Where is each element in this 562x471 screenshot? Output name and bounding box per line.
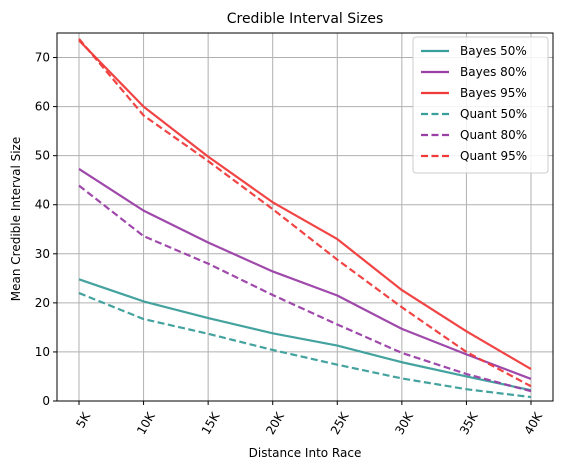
legend-label: Bayes 95% xyxy=(460,86,527,100)
legend: Bayes 50% Bayes 80% Bayes 95% Quant 50% Quan… xyxy=(412,36,549,174)
legend-label: Quant 80% xyxy=(460,128,527,142)
y-tick-label: 70 xyxy=(35,51,50,65)
y-tick-label: 10 xyxy=(35,345,50,359)
series-line-bayes-95 xyxy=(78,39,532,371)
x-tick-label: 10K xyxy=(134,409,158,437)
x-tick-label: 15K xyxy=(199,409,223,437)
x-tick-label: 35K xyxy=(457,409,481,437)
legend-label: Quant 95% xyxy=(460,149,527,163)
series-line-quant-80 xyxy=(78,184,532,393)
plot-frame xyxy=(56,32,554,402)
legend-label: Quant 50% xyxy=(460,107,527,121)
legend-label: Bayes 80% xyxy=(460,65,527,79)
y-tick-label: 20 xyxy=(35,296,50,310)
legend-label: Bayes 50% xyxy=(460,44,527,58)
y-tick-label: 40 xyxy=(35,198,50,212)
series-line-bayes-50 xyxy=(78,278,532,392)
y-axis-label: Mean Credible Interval Size xyxy=(9,137,23,301)
chart-title: Credible Interval Sizes xyxy=(227,11,384,27)
series-line-bayes-80 xyxy=(78,167,532,380)
series-lines xyxy=(78,38,532,399)
x-tick-label: 20K xyxy=(263,409,287,437)
y-tick-label: 60 xyxy=(35,100,50,114)
y-tick-label: 0 xyxy=(42,394,50,408)
x-tick-label: 5K xyxy=(73,409,93,430)
x-tick-label: 25K xyxy=(328,409,352,437)
y-tick-label: 30 xyxy=(35,247,50,261)
y-tick-label: 50 xyxy=(35,149,50,163)
x-axis-label: Distance Into Race xyxy=(249,446,362,460)
series-line-quant-95 xyxy=(78,38,532,388)
x-tick-label: 40K xyxy=(522,409,546,437)
x-tick-label: 30K xyxy=(392,409,416,437)
series-line-quant-50 xyxy=(78,292,532,399)
